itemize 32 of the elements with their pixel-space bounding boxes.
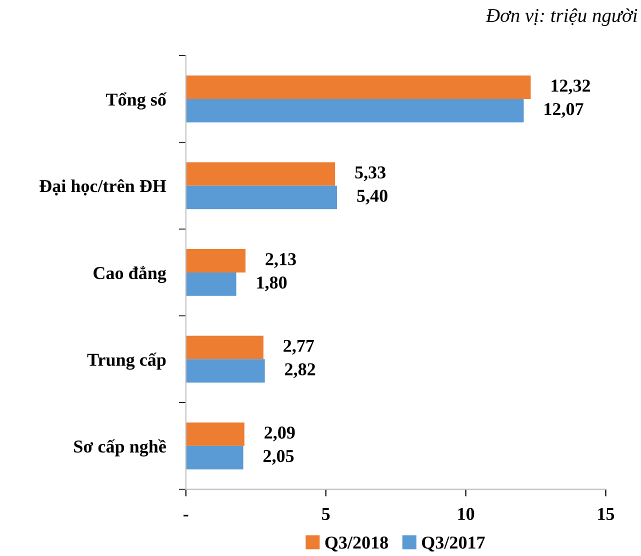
data-label: 12,07	[544, 103, 584, 118]
bar	[186, 76, 531, 99]
bar	[186, 422, 244, 446]
data-label: 5,40	[357, 190, 388, 205]
text: Đơn vị: triệu người	[486, 8, 638, 26]
data-label: 1,80	[257, 276, 287, 292]
data-label: 2,77	[284, 340, 314, 355]
bar	[186, 336, 264, 360]
x-tick-label: 10	[458, 508, 474, 520]
y-tick-label: Trung cấp	[87, 352, 166, 370]
bar	[186, 98, 524, 122]
bar	[186, 359, 265, 383]
bar	[186, 186, 338, 210]
data-label: 2,13	[266, 253, 296, 268]
y-tick-label: Cao đẳng	[94, 266, 166, 283]
data-label: 12,32	[552, 80, 590, 94]
data-label: 2,82	[285, 363, 316, 378]
bar	[186, 272, 236, 296]
data-label: 2,05	[263, 450, 294, 465]
legend-label: Q3/2017	[422, 536, 485, 552]
legend-label: Q3/2018	[325, 536, 388, 552]
data-label: 2,09	[264, 426, 295, 442]
bar	[186, 249, 246, 272]
data-label: 5,33	[355, 166, 386, 182]
bar	[186, 162, 336, 186]
y-tick-label: Sơ cấp nghề	[74, 439, 166, 456]
x-tick-label: 15	[598, 508, 614, 520]
y-tick-label: Tổng số	[106, 92, 167, 110]
bar	[186, 446, 244, 470]
x-tick-label: 5	[322, 508, 330, 520]
x-tick-label: -	[184, 514, 188, 516]
y-tick-label: Đại học/trên ĐH	[40, 179, 166, 196]
